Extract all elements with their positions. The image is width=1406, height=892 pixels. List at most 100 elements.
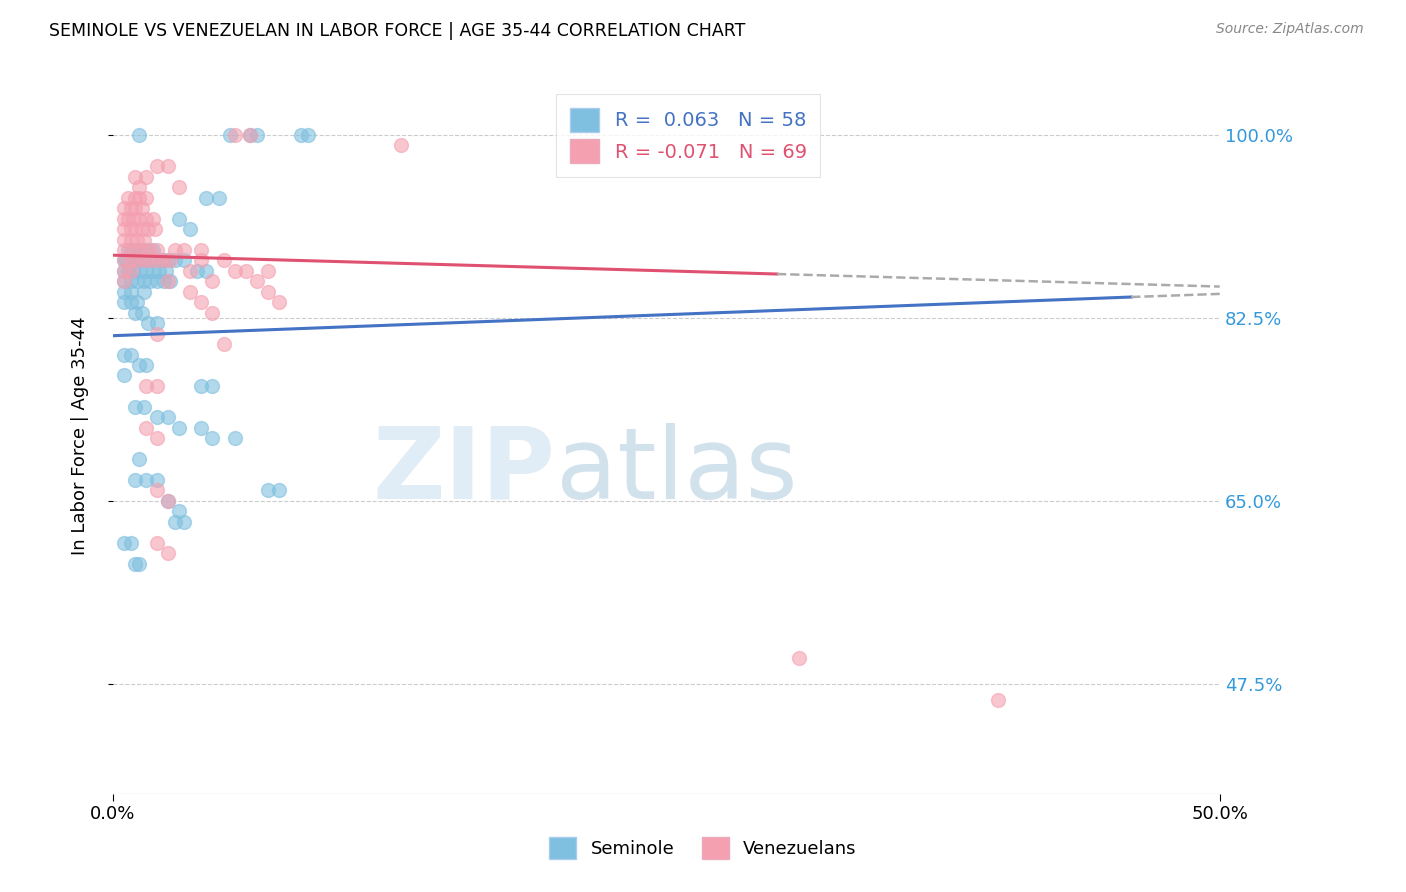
Point (127, 233, 149, 247)
Legend: Seminole, Venezuelans: Seminole, Venezuelans (538, 826, 868, 870)
Point (139, 253, 162, 268)
Point (132, 253, 155, 268)
Point (256, 264, 278, 278)
Point (127, 274, 149, 288)
Point (131, 253, 153, 268)
Point (112, 347, 135, 361)
Point (143, 253, 166, 268)
Point (148, 264, 170, 278)
Point (131, 201, 153, 215)
Point (224, 431, 246, 445)
Point (121, 243, 143, 257)
Point (142, 211, 165, 226)
Point (157, 253, 180, 268)
Point (208, 191, 231, 205)
Point (146, 274, 169, 288)
Point (132, 233, 155, 247)
Point (127, 253, 149, 268)
Point (120, 201, 142, 215)
Point (146, 483, 169, 498)
Point (112, 253, 135, 268)
Point (124, 557, 146, 571)
Point (127, 295, 149, 310)
Point (150, 253, 173, 268)
Point (120, 233, 142, 247)
Point (120, 222, 142, 236)
Point (136, 253, 159, 268)
Point (135, 379, 157, 393)
Point (120, 243, 142, 257)
Point (146, 379, 169, 393)
Point (135, 169, 157, 184)
Point (112, 233, 135, 247)
Point (157, 494, 180, 508)
Point (117, 211, 139, 226)
Point (146, 410, 169, 425)
Point (120, 285, 142, 299)
Point (146, 326, 169, 341)
Point (194, 264, 217, 278)
Point (190, 379, 212, 393)
Point (235, 264, 257, 278)
Point (219, 128, 242, 142)
Text: ZIP: ZIP (373, 423, 555, 520)
Point (124, 473, 146, 487)
Text: atlas: atlas (555, 423, 797, 520)
Point (146, 243, 169, 257)
Point (143, 222, 166, 236)
Point (120, 347, 142, 361)
Point (132, 285, 155, 299)
Point (142, 264, 165, 278)
Point (112, 535, 135, 549)
Point (201, 274, 224, 288)
Point (239, 128, 262, 142)
Point (136, 316, 159, 330)
Point (124, 201, 146, 215)
Point (112, 201, 135, 215)
Point (142, 243, 165, 257)
Point (128, 180, 150, 194)
Point (224, 128, 246, 142)
Point (135, 421, 157, 435)
Point (152, 253, 174, 268)
Point (157, 159, 180, 173)
Point (155, 264, 177, 278)
Point (163, 253, 186, 268)
Point (159, 274, 181, 288)
Point (121, 264, 143, 278)
Point (112, 274, 135, 288)
Point (167, 180, 190, 194)
Point (135, 358, 157, 372)
Point (128, 211, 150, 226)
Point (167, 504, 190, 518)
Point (157, 410, 180, 425)
Point (246, 274, 269, 288)
Point (124, 169, 146, 184)
Point (179, 264, 201, 278)
Point (290, 128, 312, 142)
Point (190, 421, 212, 435)
Point (146, 253, 169, 268)
Point (117, 191, 139, 205)
Point (128, 264, 150, 278)
Point (256, 285, 278, 299)
Point (112, 253, 135, 268)
Point (201, 306, 224, 320)
Point (167, 211, 190, 226)
Point (112, 264, 135, 278)
Point (163, 515, 186, 529)
Point (121, 211, 143, 226)
Point (157, 494, 180, 508)
Text: Source: ZipAtlas.com: Source: ZipAtlas.com (1216, 22, 1364, 37)
Point (135, 191, 157, 205)
Point (190, 295, 212, 310)
Point (127, 253, 149, 268)
Point (146, 159, 169, 173)
Point (787, 650, 810, 665)
Point (135, 473, 157, 487)
Point (112, 211, 135, 226)
Point (159, 253, 181, 268)
Point (124, 400, 146, 414)
Point (163, 243, 186, 257)
Point (139, 274, 162, 288)
